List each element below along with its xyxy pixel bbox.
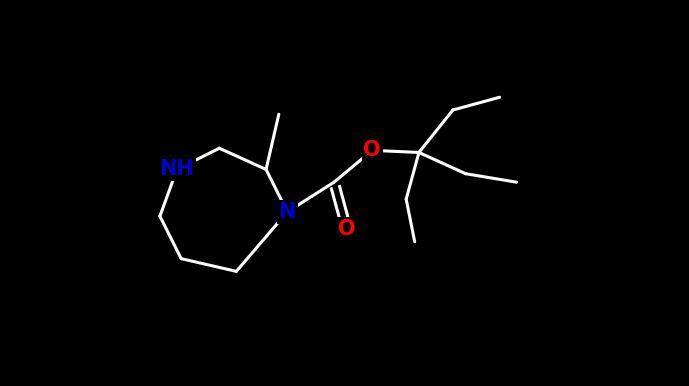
Text: O: O [338, 219, 356, 239]
Text: N: N [278, 202, 296, 222]
Text: NH: NH [160, 159, 194, 179]
Text: O: O [363, 141, 381, 160]
